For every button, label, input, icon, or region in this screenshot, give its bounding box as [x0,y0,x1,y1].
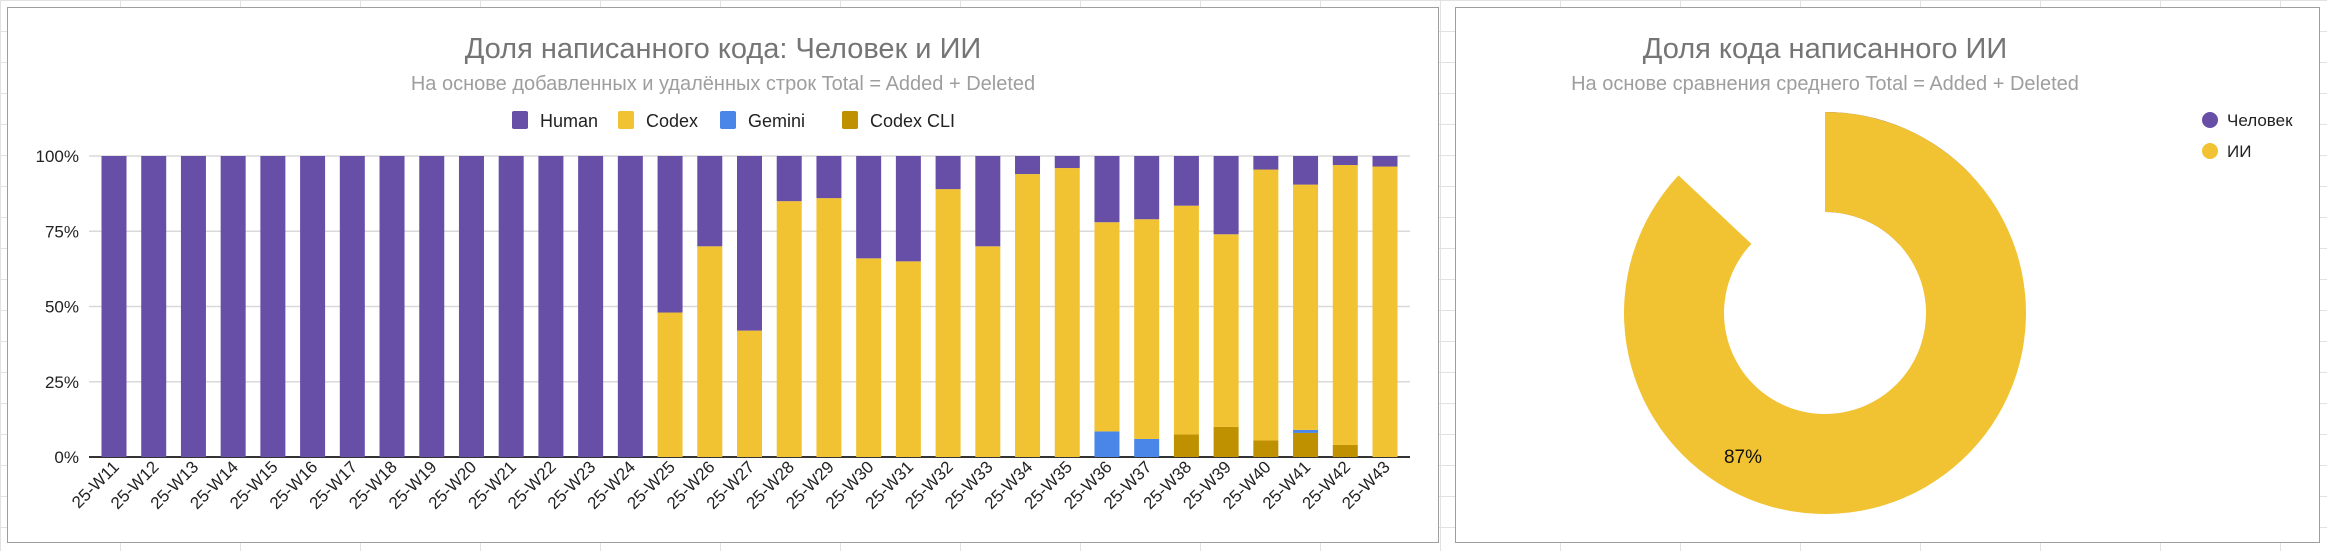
bar-chart-title: Доля написанного кода: Человек и ИИ [465,33,982,65]
slice-label: 87% [1724,447,1762,468]
bar-segment-codex [1054,168,1080,458]
bar-segment-codex [816,198,842,457]
bar-segment-codex [657,312,683,457]
bar-segment-codex [1253,169,1279,441]
bar-segment-human [220,156,246,457]
bar-segment-codex [975,246,1001,457]
bar-segment-codex [1213,234,1239,427]
bar-segment-human [1015,156,1041,175]
bar-segment-codex-cli [1173,434,1199,457]
bar-segment-codex-cli [1253,440,1279,457]
legend-label: ИИ [2227,142,2251,161]
bar-segment-human [617,156,643,457]
bar-segment-human [895,156,921,262]
bar-chart-subtitle: На основе добавленных и удалённых строк … [411,73,1035,95]
legend-dot [2202,112,2218,128]
bar-segment-codex [737,330,762,457]
legend-swatch [512,111,528,129]
bar-segment-codex-cli [1332,444,1358,457]
bar-segment-codex [1293,184,1319,430]
bar-segment-gemini [1134,438,1160,457]
bar-segment-human [538,156,564,457]
legend-label: Codex [646,111,698,131]
bar-segment-human [1332,156,1358,166]
bar-segment-codex [1332,165,1358,445]
donut-chart-subtitle: На основе сравнения среднего Total = Add… [1571,73,2079,95]
bar-segment-codex-cli [1293,432,1319,457]
legend-swatch [618,111,634,129]
bar-segment-human [856,156,882,259]
bar-segment-human [1253,156,1279,170]
legend-label: Codex CLI [870,111,955,131]
bar-segment-human [1134,156,1160,220]
bar-segment-human [1213,156,1239,235]
bar-segment-human [1293,156,1319,185]
bar-segment-human [141,156,167,457]
bar-segment-human [1094,156,1120,223]
bar-segment-gemini [1094,431,1120,457]
bar-segment-human [339,156,365,457]
y-tick-label: 0% [54,448,79,467]
bar-segment-human [935,156,961,190]
bar-segment-codex [1134,219,1160,439]
y-tick-label: 50% [45,298,79,317]
y-tick-label: 75% [45,222,79,241]
bar-segment-codex [697,246,723,457]
legend-label: Gemini [748,111,805,131]
bar-segment-human [1054,156,1080,169]
bar-segment-human [498,156,524,457]
legend-dot [2202,143,2218,159]
bar-segment-codex [1173,205,1199,435]
bar-segment-human [101,156,127,457]
legend-swatch [842,111,858,129]
bar-segment-human [737,156,762,331]
bar-segment-human [180,156,206,457]
bar-segment-codex [1094,222,1120,432]
bar-segment-human [975,156,1001,247]
bar-segment-codex [1372,166,1398,457]
stacked-bar-chart-panel[interactable] [7,7,1439,543]
y-tick-label: 25% [45,373,79,392]
bar-segment-human [657,156,683,313]
legend-swatch [720,111,736,129]
bar-segment-human [379,156,405,457]
bar-segment-codex-cli [1213,426,1239,457]
bar-segment-codex [1015,174,1041,457]
bar-segment-human [300,156,326,457]
donut-slice [1623,112,2026,514]
bar-segment-human [1372,156,1398,167]
bar-segment-human [1173,156,1199,206]
legend-label: Человек [2227,111,2293,130]
bar-segment-human [260,156,286,457]
bar-segment-codex [935,189,961,458]
bar-segment-human [578,156,604,457]
bar-segment-codex [776,201,802,457]
bar-segment-human [697,156,723,247]
bar-segment-human [419,156,445,457]
donut-chart-title: Доля кода написанного ИИ [1643,33,2007,65]
bar-segment-human [776,156,802,202]
bar-segment-gemini [1293,429,1319,433]
bar-segment-human [458,156,484,457]
bar-segment-human [816,156,842,199]
bar-segment-codex [856,258,882,457]
y-tick-label: 100% [36,147,79,166]
legend-label: Human [540,111,598,131]
bar-segment-codex [895,261,921,457]
